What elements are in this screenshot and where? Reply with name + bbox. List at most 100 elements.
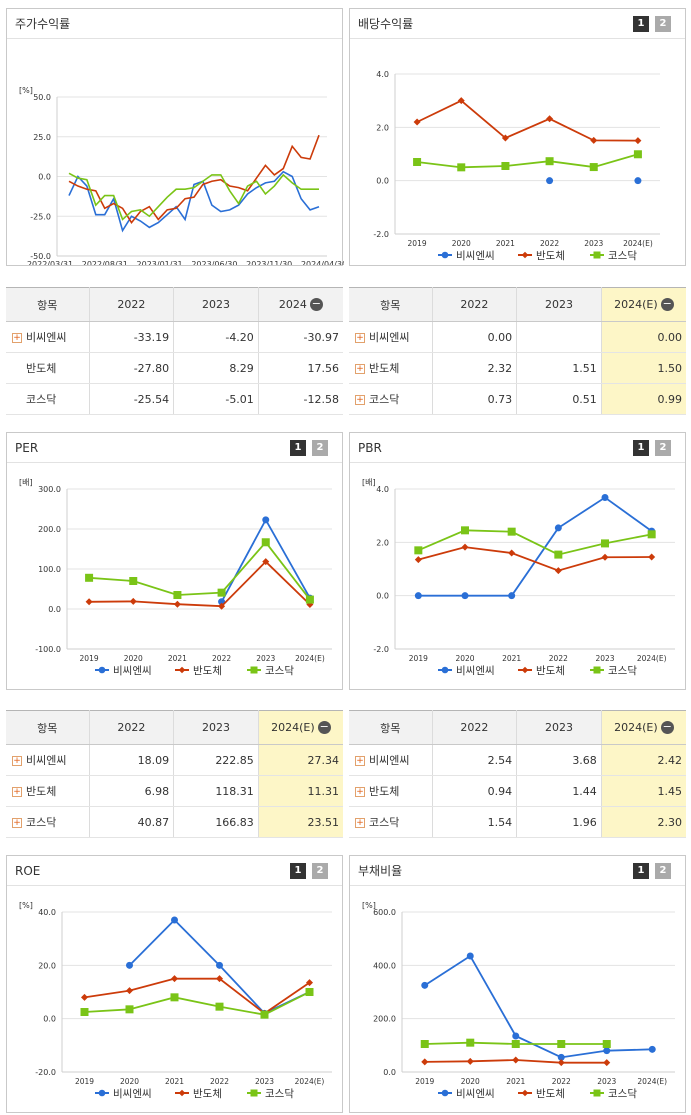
dividend-table: 항목 2022 2023 2024(E) − + 비씨엔씨 0.00 0.00 + 반도체 2.32 1…	[349, 287, 686, 415]
row-label-cell: + 반도체	[349, 775, 432, 807]
data-point	[601, 494, 609, 502]
column-header: 2022	[88, 710, 174, 745]
data-point	[512, 1056, 520, 1064]
data-point	[262, 516, 270, 524]
legend-marker	[441, 251, 449, 259]
data-point	[215, 1002, 224, 1011]
view-2-button[interactable]: 2	[312, 440, 328, 456]
data-point	[508, 549, 516, 557]
data-point	[633, 150, 642, 159]
column-header: 2024−	[257, 287, 343, 322]
dividend-panel: 배당수익률 1 2 4.0 2.0 0.0 -2.0 2019 2020 2021 2022 2…	[349, 8, 686, 266]
legend-marker	[441, 666, 449, 674]
data-point	[306, 979, 313, 987]
legend-label: 코스닥	[608, 250, 637, 262]
legend-label: 비씨엔씨	[113, 1088, 152, 1100]
data-point	[601, 553, 609, 561]
column-header: 2023	[516, 710, 602, 745]
view-1-button[interactable]: 1	[633, 16, 649, 32]
series-line	[416, 99, 638, 142]
expand-plus-icon[interactable]: +	[355, 818, 365, 828]
x-tick-label: 2021	[502, 654, 521, 663]
y-tick-label: 20.0	[38, 961, 56, 970]
expand-plus-icon[interactable]: +	[355, 395, 365, 405]
debt-chart: 600.0 400.0 200.0 0.0 [%] 2019 2020 2021 2022 202…	[362, 901, 675, 1100]
view-1-button[interactable]: 1	[633, 863, 649, 879]
expand-plus-icon[interactable]: +	[12, 818, 22, 828]
data-point	[648, 553, 656, 561]
x-tick-label: 2021	[506, 1077, 525, 1086]
view-1-button[interactable]: 1	[290, 863, 306, 879]
data-point	[634, 137, 642, 145]
data-point	[260, 1010, 269, 1019]
collapse-minus-icon[interactable]: −	[309, 297, 323, 312]
data-point	[602, 1040, 611, 1048]
legend-marker	[521, 251, 529, 259]
expand-plus-icon[interactable]: +	[12, 787, 22, 797]
unit-label: [%]	[19, 86, 33, 95]
data-point	[262, 558, 270, 566]
x-tick-label: 2020	[124, 654, 143, 663]
value-cell: 0.00	[431, 321, 517, 353]
legend-label: 반도체	[193, 1088, 222, 1100]
data-point	[512, 1032, 520, 1040]
y-tick-label: -100.0	[35, 645, 61, 654]
data-point	[216, 975, 223, 983]
expand-plus-icon[interactable]: +	[355, 333, 365, 343]
collapse-minus-icon[interactable]: −	[660, 297, 674, 312]
column-header: 2022	[431, 287, 517, 322]
expand-plus-icon[interactable]: +	[12, 333, 22, 343]
data-point	[414, 556, 422, 564]
view-2-button[interactable]: 2	[655, 440, 671, 456]
y-tick-label: 200.0	[373, 1015, 396, 1024]
table-row: + 비씨엔씨 -33.19 -4.20 -30.97	[6, 321, 343, 353]
value-cell: 1.51	[516, 352, 602, 384]
row-label-cell: + 비씨엔씨	[6, 744, 89, 776]
data-point	[414, 592, 422, 600]
collapse-minus-icon[interactable]: −	[660, 720, 674, 735]
data-point	[557, 1053, 565, 1061]
expand-plus-icon[interactable]: +	[355, 756, 365, 766]
collapse-minus-icon[interactable]: −	[317, 720, 331, 735]
data-point	[261, 538, 270, 547]
data-point	[590, 136, 598, 144]
legend-label: 비씨엔씨	[456, 665, 495, 677]
view-2-button[interactable]: 2	[655, 16, 671, 32]
table-row: + 코스닥 40.87 166.83 23.51	[6, 806, 343, 838]
x-tick-label: 2022/03/31	[27, 260, 73, 265]
legend-marker	[521, 1089, 529, 1097]
value-cell	[516, 321, 602, 353]
value-cell: -30.97	[257, 321, 343, 353]
y-tick-label: 0.0	[43, 1015, 56, 1024]
view-2-button[interactable]: 2	[655, 863, 671, 879]
data-point	[557, 1040, 566, 1048]
y-tick-label: 25.0	[33, 133, 51, 142]
column-header: 항목	[6, 287, 89, 322]
x-tick-label: 2021	[496, 239, 515, 248]
y-tick-label: 0.0	[383, 1068, 396, 1077]
data-point	[501, 162, 510, 170]
expand-plus-icon[interactable]: +	[12, 756, 22, 766]
expand-plus-icon[interactable]: +	[355, 787, 365, 797]
table-row: + 비씨엔씨 18.09 222.85 27.34	[6, 744, 343, 776]
x-tick-label: 2024(E)	[637, 1077, 667, 1086]
row-label: 비씨엔씨	[369, 331, 410, 344]
data-point	[557, 1059, 565, 1067]
data-point	[554, 524, 562, 532]
y-tick-label: 300.0	[38, 485, 61, 494]
view-2-button[interactable]: 2	[312, 863, 328, 879]
y-tick-label: 2.0	[376, 123, 389, 132]
pbr-title: PBR	[350, 433, 685, 463]
data-point	[461, 526, 469, 535]
view-1-button[interactable]: 1	[633, 440, 649, 456]
data-point	[648, 1045, 656, 1053]
dividend-chart: 4.0 2.0 0.0 -2.0 2019 2020 2021 2022 2023 2024(E)…	[373, 70, 660, 262]
view-1-button[interactable]: 1	[290, 440, 306, 456]
row-label: 코스닥	[369, 393, 400, 406]
value-cell: 1.54	[431, 806, 517, 838]
x-tick-label: 2020	[455, 654, 474, 663]
data-point	[421, 981, 429, 989]
stock-return-chart: 50.0 25.0 0.0 -25.0 -50.0 [%] 2022/03/31 2022/0…	[19, 86, 344, 265]
expand-plus-icon[interactable]: +	[355, 364, 365, 374]
row-label: 코스닥	[26, 393, 57, 406]
